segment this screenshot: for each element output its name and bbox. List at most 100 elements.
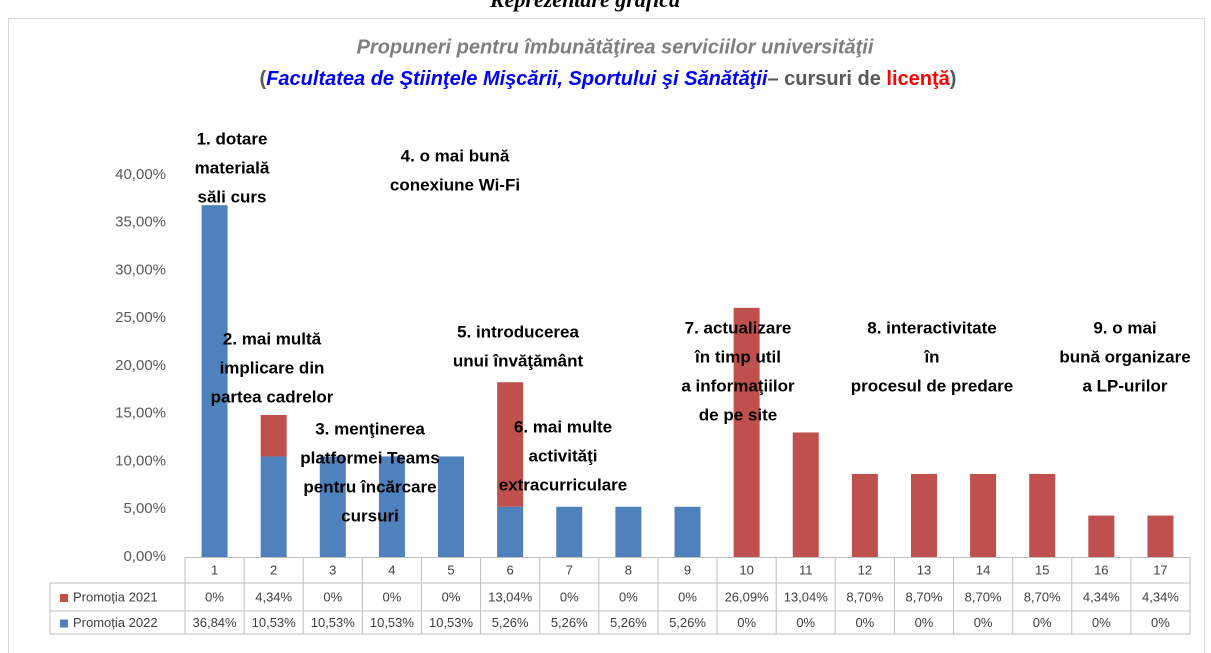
x-tick-label: 8 [625, 562, 632, 577]
annotation: activităţi [529, 446, 598, 465]
chart-title: Propuneri pentru îmbunătăţirea serviciil… [357, 36, 874, 58]
data-label: 36,84% [193, 615, 238, 630]
annotation: 4. o mai bună [401, 146, 510, 165]
annotation: 2. mai multă [223, 329, 322, 348]
data-label: 8,70% [1024, 589, 1061, 604]
data-label: 5,26% [610, 615, 647, 630]
annotation: 9. o mai [1093, 318, 1156, 337]
subtitle-part: – cursuri de [767, 68, 886, 90]
data-label: 0% [974, 615, 993, 630]
legend-swatch [60, 619, 68, 628]
bar [1147, 515, 1174, 557]
annotation: în timp util [694, 347, 781, 366]
data-label: 0% [1033, 615, 1052, 630]
x-tick-label: 14 [976, 562, 990, 577]
data-label: 0% [796, 615, 815, 630]
bar [733, 307, 760, 557]
bar [260, 414, 287, 457]
data-label: 0% [383, 589, 402, 604]
data-label: 10,53% [252, 615, 297, 630]
data-label: 0% [1092, 615, 1111, 630]
data-label: 10,53% [370, 615, 415, 630]
legend-swatch [60, 594, 68, 602]
annotation: a informaţiilor [681, 376, 795, 395]
bar [674, 506, 701, 557]
annotation: platformei Teams [300, 448, 440, 467]
chart-subtitle: (Facultatea de Ştiinţele Mişcării, Sport… [260, 68, 957, 90]
bar [438, 456, 465, 557]
data-label: 4,34% [255, 589, 292, 604]
data-label: 26,09% [725, 589, 770, 604]
data-label: 0% [560, 589, 579, 604]
bar [201, 205, 228, 558]
legend-label: Promoția 2021 [73, 589, 158, 604]
subtitle-part: ( [260, 68, 267, 90]
annotation: partea cadrelor [211, 387, 334, 406]
x-tick-label: 1 [211, 562, 218, 577]
x-tick-label: 7 [566, 562, 573, 577]
y-tick-label: 10,00% [115, 452, 166, 469]
annotation: săli curs [198, 187, 267, 206]
bar [792, 432, 819, 557]
data-label: 10,53% [429, 615, 474, 630]
data-label: 5,26% [551, 615, 588, 630]
x-tick-label: 9 [684, 562, 691, 577]
bar [970, 473, 997, 557]
bar [319, 456, 346, 557]
annotation: procesul de predare [851, 376, 1014, 395]
legend-label: Promoția 2022 [73, 615, 158, 630]
annotation: a LP-urilor [1082, 376, 1167, 395]
y-tick-label: 25,00% [115, 309, 166, 326]
data-label: 4,34% [1083, 589, 1120, 604]
data-label: 5,26% [669, 615, 706, 630]
data-label: 13,04% [488, 589, 533, 604]
data-label: 0% [737, 615, 756, 630]
data-label: 8,70% [846, 589, 883, 604]
data-label: 8,70% [965, 589, 1002, 604]
y-tick-label: 5,00% [123, 500, 166, 517]
page-header: Reprezentare grafică [489, 0, 680, 12]
bar [497, 382, 524, 507]
annotation: 5. introducerea [457, 322, 579, 341]
data-label: 0% [678, 589, 697, 604]
chart-frame [8, 18, 1205, 653]
y-tick-label: 30,00% [115, 261, 166, 278]
annotation: 8. interactivitate [867, 318, 996, 337]
annotation: conexiune Wi-Fi [390, 175, 520, 194]
x-tick-label: 2 [270, 562, 277, 577]
annotation: 6. mai multe [514, 417, 612, 436]
annotation: 7. actualizare [685, 318, 792, 337]
data-label: 5,26% [492, 615, 529, 630]
annotation: 3. menţinerea [315, 419, 425, 438]
x-tick-label: 12 [858, 562, 872, 577]
subtitle-part: Facultatea de Ştiinţele Mişcării, Sportu… [266, 68, 768, 90]
x-tick-label: 5 [447, 562, 454, 577]
bar [378, 456, 405, 557]
data-label: 13,04% [784, 589, 829, 604]
y-tick-label: 40,00% [115, 166, 166, 183]
bar [1029, 473, 1056, 557]
annotation: cursuri [341, 506, 399, 525]
annotation: unui învăţământ [453, 351, 584, 370]
data-label: 8,70% [906, 589, 943, 604]
bar [497, 506, 524, 557]
annotation: pentru încărcare [303, 477, 436, 496]
bar [556, 506, 583, 557]
data-label: 0% [619, 589, 638, 604]
annotation: în [923, 347, 939, 366]
bar [1088, 515, 1115, 557]
x-tick-label: 6 [507, 562, 514, 577]
annotation: materială [195, 158, 270, 177]
annotation: bună organizare [1059, 347, 1190, 366]
data-label: 0% [1151, 615, 1170, 630]
y-tick-label: 0,00% [123, 548, 166, 565]
subtitle-part: ) [950, 68, 957, 90]
bar [851, 473, 878, 557]
data-label: 4,34% [1142, 589, 1179, 604]
x-tick-label: 17 [1153, 562, 1167, 577]
bar [260, 456, 287, 557]
data-label: 0% [855, 615, 874, 630]
x-tick-label: 15 [1035, 562, 1049, 577]
